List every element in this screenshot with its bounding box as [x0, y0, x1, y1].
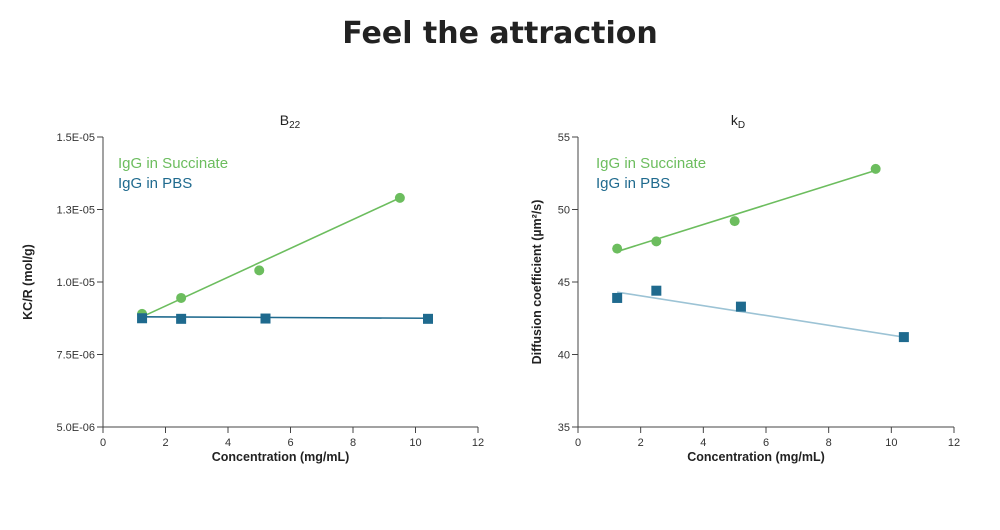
kd-x-tick-label: 10 — [885, 437, 897, 449]
kd-x-tick-label: 2 — [638, 437, 644, 449]
kd-x-tick-label: 6 — [763, 437, 769, 449]
b22-igg-in-pbs-fit-line — [142, 315, 429, 320]
kd-chart-title: kD — [731, 112, 745, 131]
kd-y-tick-label: 45 — [558, 277, 570, 289]
kd-igg-in-succinate-point — [612, 243, 623, 254]
b22-y-tick-label: 5.0E-06 — [56, 422, 95, 434]
kd-igg-in-succinate-point — [729, 216, 740, 227]
kd-igg-in-succinate-point — [651, 236, 662, 247]
kd-igg-in-pbs-point — [898, 332, 909, 343]
kd-igg-in-pbs-point — [612, 292, 623, 303]
kd-y-tick-label: 50 — [558, 205, 570, 217]
b22-x-tick-label: 2 — [162, 437, 168, 449]
b22-title-sub: 22 — [289, 120, 301, 131]
b22-y-tick-label: 1.5E-05 — [56, 132, 95, 144]
b22-x-tick-label: 4 — [225, 437, 231, 449]
b22-x-tick-label: 6 — [287, 437, 293, 449]
kd-title-sub: D — [738, 120, 745, 131]
kd-y-axis-label: Diffusion coefficient (µm²/s) — [530, 200, 544, 365]
kd-legend-igg-in-pbs: IgG in PBS — [596, 175, 670, 192]
kd-x-tick-label: 8 — [826, 437, 832, 449]
b22-igg-in-pbs-point — [137, 313, 148, 324]
kd-x-tick-label: 0 — [575, 437, 581, 449]
kd-igg-in-pbs-fit-line — [617, 291, 904, 338]
b22-igg-in-succinate-point — [176, 292, 187, 303]
b22-x-tick-label: 0 — [100, 437, 106, 449]
b22-y-axis-label: KC/R (mol/g) — [21, 244, 35, 320]
b22-igg-in-succinate-point — [254, 265, 265, 276]
b22-x-tick-label: 10 — [409, 437, 421, 449]
kd-y-tick-label: 40 — [558, 350, 570, 362]
kd-igg-in-succinate-fit-line — [616, 169, 876, 253]
kd-igg-in-succinate-point — [870, 163, 881, 174]
b22-x-tick-label: 8 — [350, 437, 356, 449]
b22-x-axis-label: Concentration (mg/mL) — [212, 450, 350, 464]
kd-y-tick-label: 35 — [558, 422, 570, 434]
b22-y-tick-label: 7.5E-06 — [56, 350, 95, 362]
kd-igg-in-pbs-point — [735, 301, 746, 312]
b22-chart: B22 5.0E-06 7.5E-06 1.0E-05 1.3E-05 1.5E-05 0 2… — [21, 112, 484, 464]
b22-igg-in-succinate-point — [394, 192, 405, 203]
b22-y-tick-label: 1.0E-05 — [56, 277, 95, 289]
kd-x-tick-label: 12 — [948, 437, 960, 449]
kd-igg-in-pbs-point — [651, 285, 662, 296]
slide-title: Feel the attraction — [342, 16, 658, 51]
kd-y-tick-label: 55 — [558, 132, 570, 144]
kd-x-axis-label: Concentration (mg/mL) — [687, 450, 825, 464]
b22-y-tick-label: 1.3E-05 — [56, 205, 95, 217]
kd-title-main: k — [731, 112, 739, 128]
b22-legend-igg-in-pbs: IgG in PBS — [118, 175, 192, 192]
b22-igg-in-pbs-point — [260, 313, 271, 324]
kd-x-tick-label: 4 — [700, 437, 706, 449]
b22-x-tick-label: 12 — [472, 437, 484, 449]
kd-legend-igg-in-succinate: IgG in Succinate — [596, 155, 706, 172]
b22-chart-title: B22 — [280, 112, 301, 131]
b22-legend-igg-in-succinate: IgG in Succinate — [118, 155, 228, 172]
b22-title-main: B — [280, 112, 289, 128]
b22-igg-in-pbs-point — [423, 313, 433, 324]
b22-igg-in-pbs-point — [176, 313, 187, 324]
